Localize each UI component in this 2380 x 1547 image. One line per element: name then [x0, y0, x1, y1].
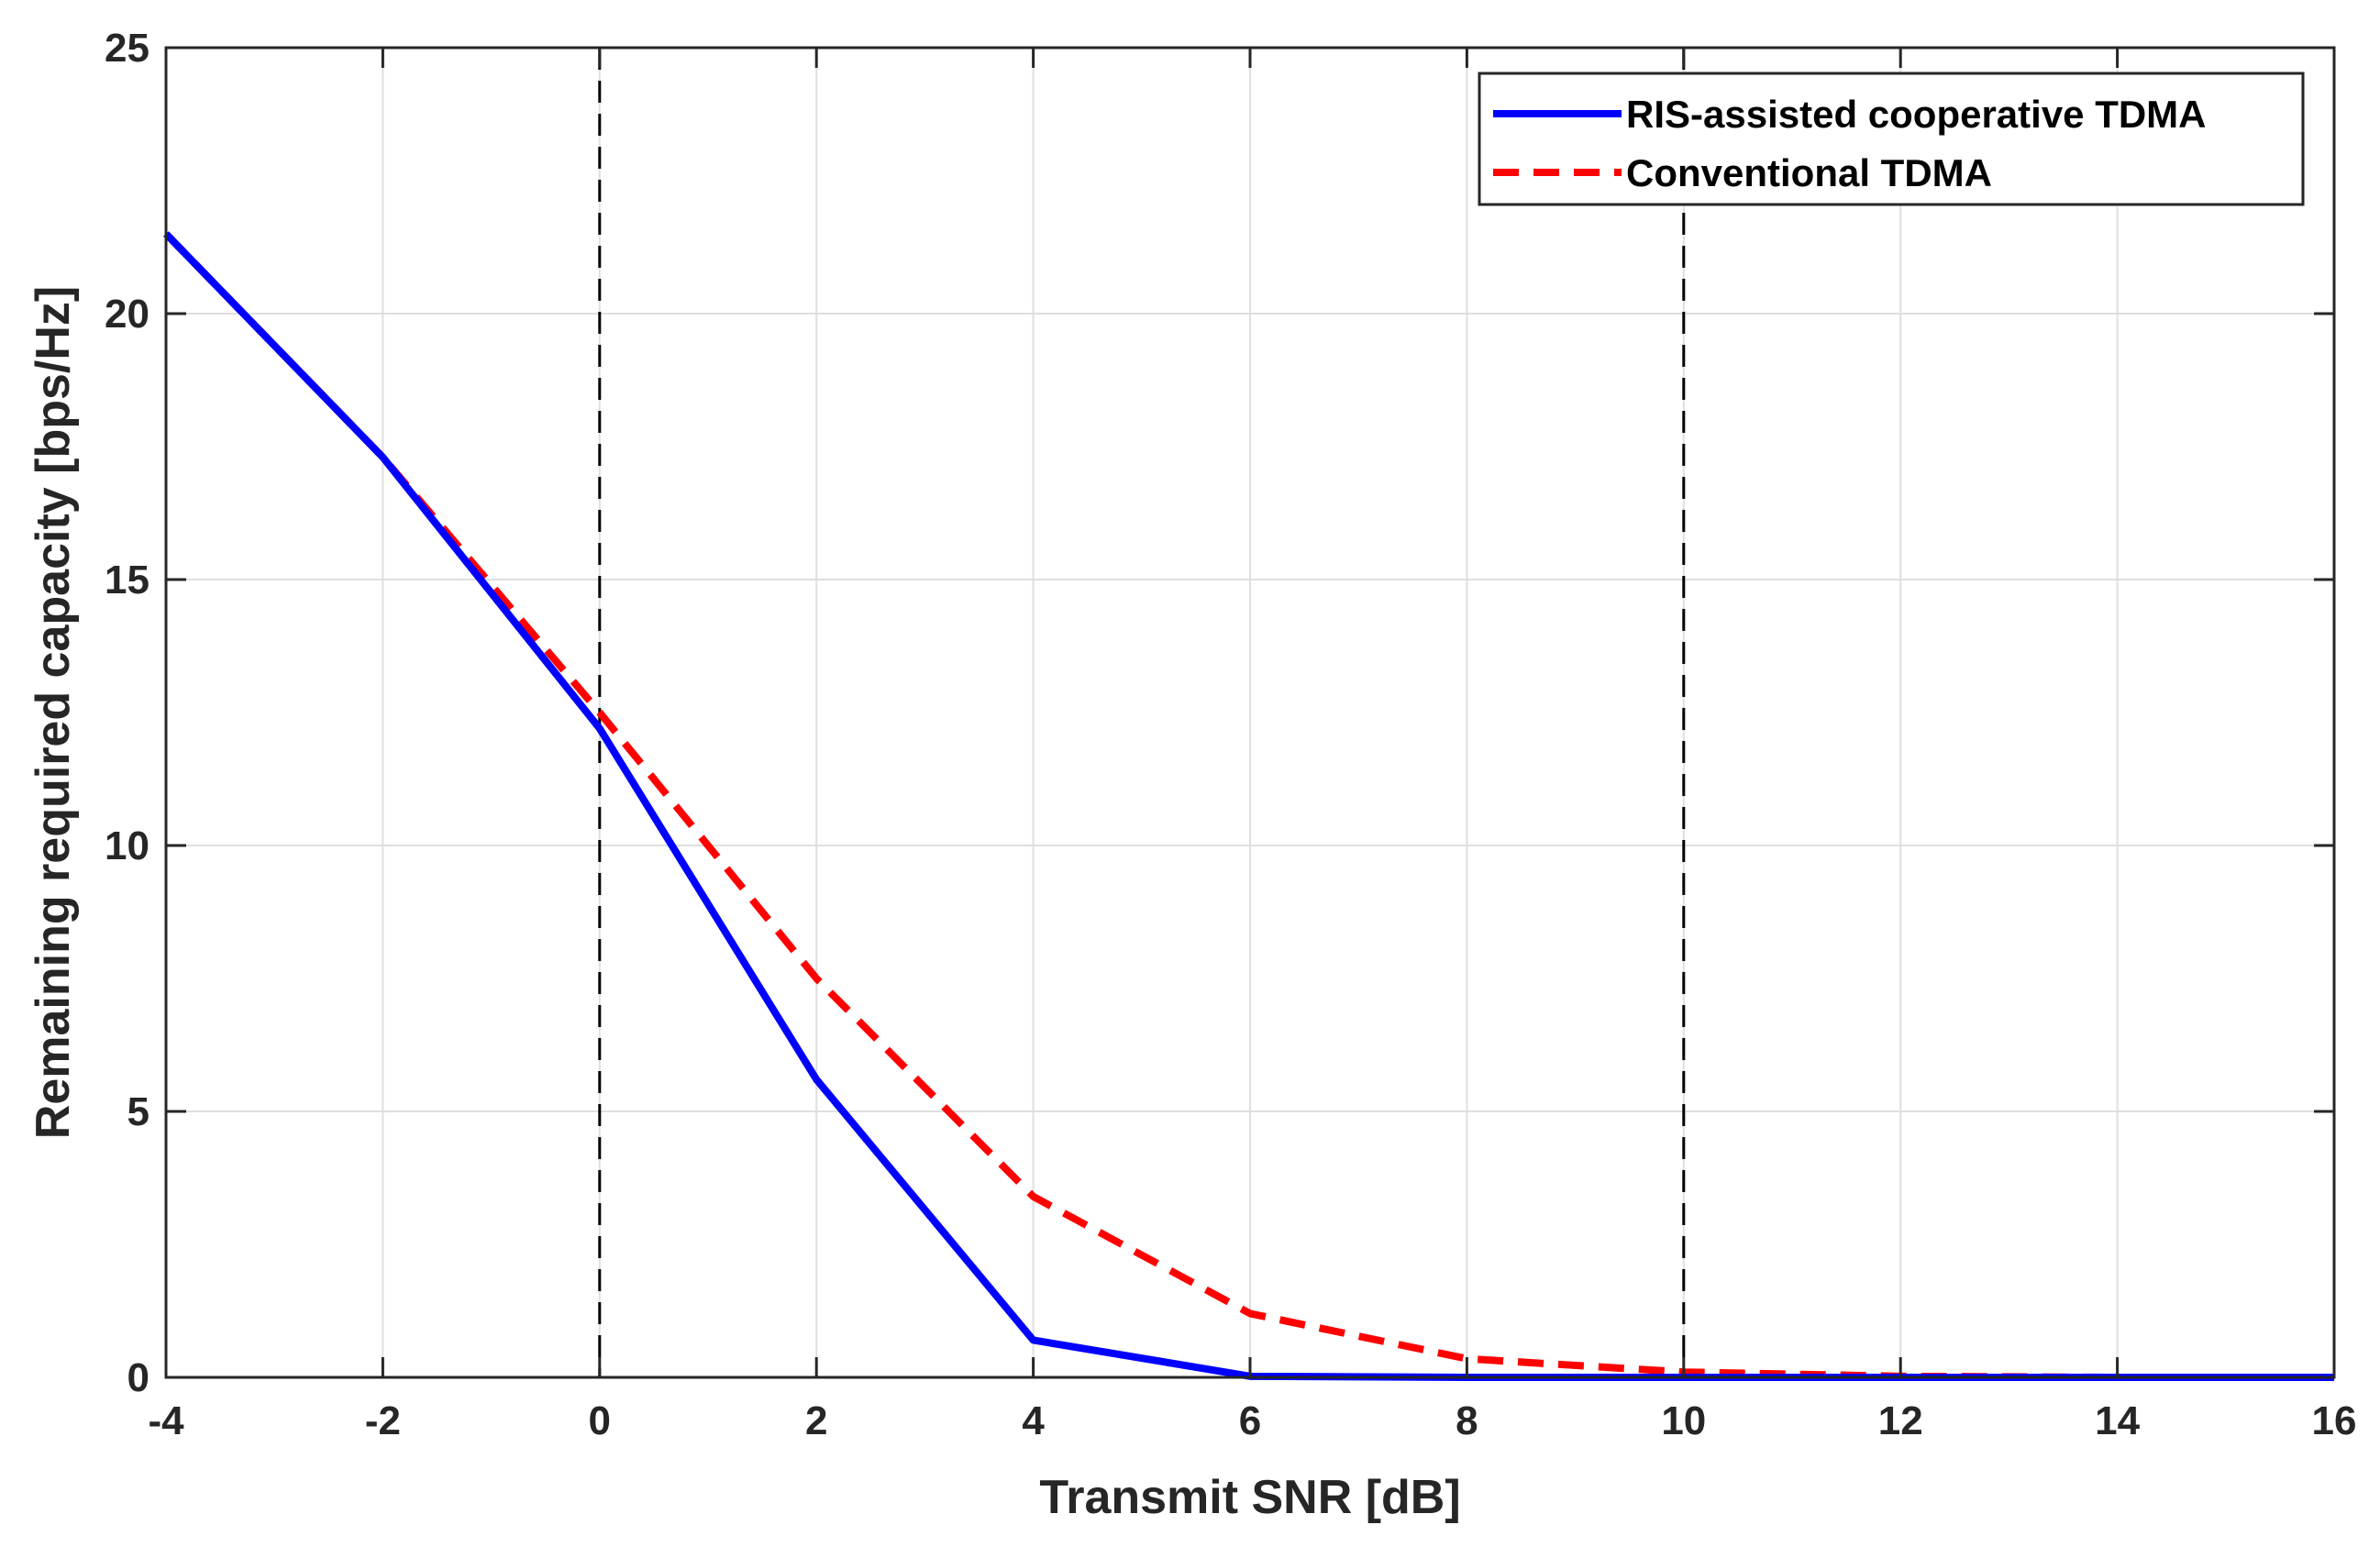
y-tick-labels: 0 5 10 15 20 25 [105, 26, 149, 1400]
x-tick-label: 2 [805, 1398, 827, 1443]
x-tick-label: 6 [1239, 1398, 1261, 1443]
x-tick-label: -2 [365, 1398, 401, 1443]
x-tick-label: 10 [1661, 1398, 1706, 1443]
axis-ticks [164, 46, 2336, 1379]
x-tick-label: 14 [2095, 1398, 2140, 1443]
legend: RIS-assisted cooperative TDMA Convention… [1478, 72, 2305, 206]
x-tick-labels: -4 -2 0 2 4 6 8 10 12 14 16 [148, 1398, 2356, 1443]
x-tick-label: 8 [1456, 1398, 1478, 1443]
legend-label-conventional: Conventional TDMA [1626, 151, 1992, 194]
legend-label-ris: RIS-assisted cooperative TDMA [1626, 93, 2207, 136]
x-axis-title: Transmit SNR [dB] [1039, 1471, 1460, 1524]
x-tick-label: 16 [2312, 1398, 2357, 1443]
x-tick-label: 4 [1022, 1398, 1045, 1443]
y-tick-label: 15 [105, 558, 149, 602]
x-tick-label: 0 [589, 1398, 611, 1443]
x-tick-label: -4 [148, 1398, 184, 1443]
x-tick-label: 12 [1878, 1398, 1923, 1443]
y-tick-label: 0 [127, 1355, 149, 1400]
y-tick-label: 10 [105, 823, 149, 868]
y-tick-label: 5 [127, 1089, 149, 1134]
y-axis-title: Remaining required capacity [bps/Hz] [27, 286, 80, 1139]
y-tick-label: 25 [105, 26, 149, 71]
legend-box [1478, 72, 2305, 206]
y-tick-label: 20 [105, 292, 149, 337]
